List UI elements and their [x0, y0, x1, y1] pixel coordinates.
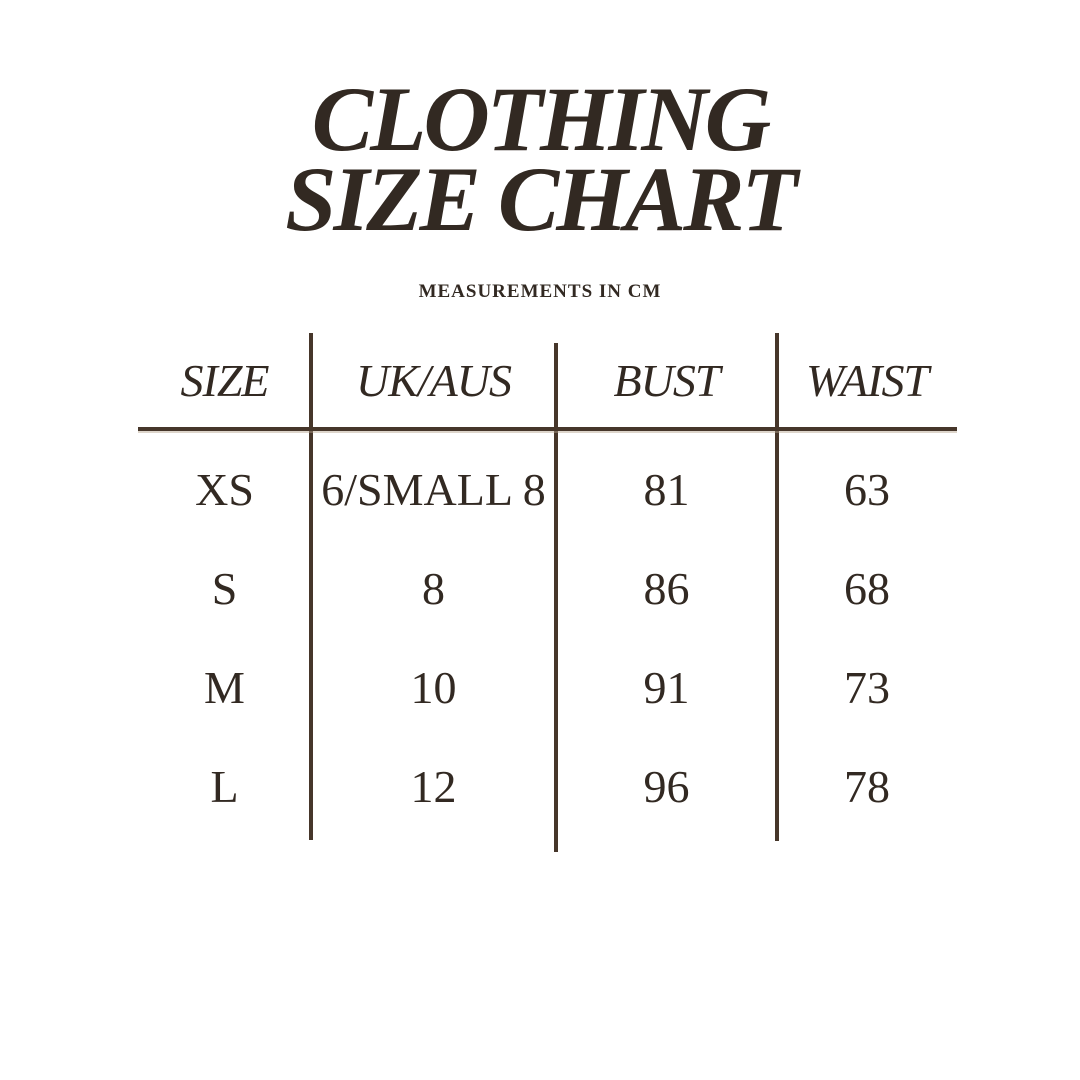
size-label: XS [195, 464, 254, 515]
waist-value: 73 [844, 662, 890, 713]
page-title-line1: CLOTHING [311, 68, 771, 170]
ukaus-value: 6/SMALL 8 [321, 464, 546, 515]
column-header-size: SIZE [180, 354, 270, 406]
header-rule [138, 427, 957, 431]
bust-value: 91 [643, 662, 690, 713]
page-title: CLOTHING SIZE CHART [0, 68, 1080, 250]
column-header-bust: BUST [613, 354, 721, 406]
waist-value: 63 [844, 464, 890, 515]
ukaus-value: 12 [410, 761, 457, 812]
table-row-s: S 8 86 68 [138, 539, 957, 638]
size-label: L [210, 761, 239, 812]
bust-value: 96 [643, 761, 690, 812]
page-title-line2: SIZE CHART [285, 148, 797, 250]
size-label: S [211, 563, 238, 614]
column-header-ukaus: UK/AUS [356, 354, 512, 406]
waist-value: 68 [844, 563, 890, 614]
column-divider-2 [554, 343, 558, 852]
table-row-m: M 10 91 73 [138, 638, 957, 737]
column-divider-3 [775, 333, 779, 841]
ukaus-value: 10 [410, 662, 457, 713]
column-header-waist: WAIST [805, 354, 929, 406]
page-subtitle: MEASUREMENTS IN CM [418, 281, 662, 302]
table-body: XS 6/SMALL 8 81 63 S 8 86 68 M 10 91 73 … [138, 440, 957, 836]
ukaus-value: 8 [422, 563, 445, 614]
waist-value: 78 [844, 761, 890, 812]
table-row-l: L 12 96 78 [138, 737, 957, 836]
size-label: M [204, 662, 245, 713]
table-header-row: SIZE UK/AUS BUST WAIST [138, 333, 957, 427]
table-row-xs: XS 6/SMALL 8 81 63 [138, 440, 957, 539]
column-divider-1 [309, 333, 313, 840]
bust-value: 81 [643, 464, 690, 515]
bust-value: 86 [643, 563, 690, 614]
